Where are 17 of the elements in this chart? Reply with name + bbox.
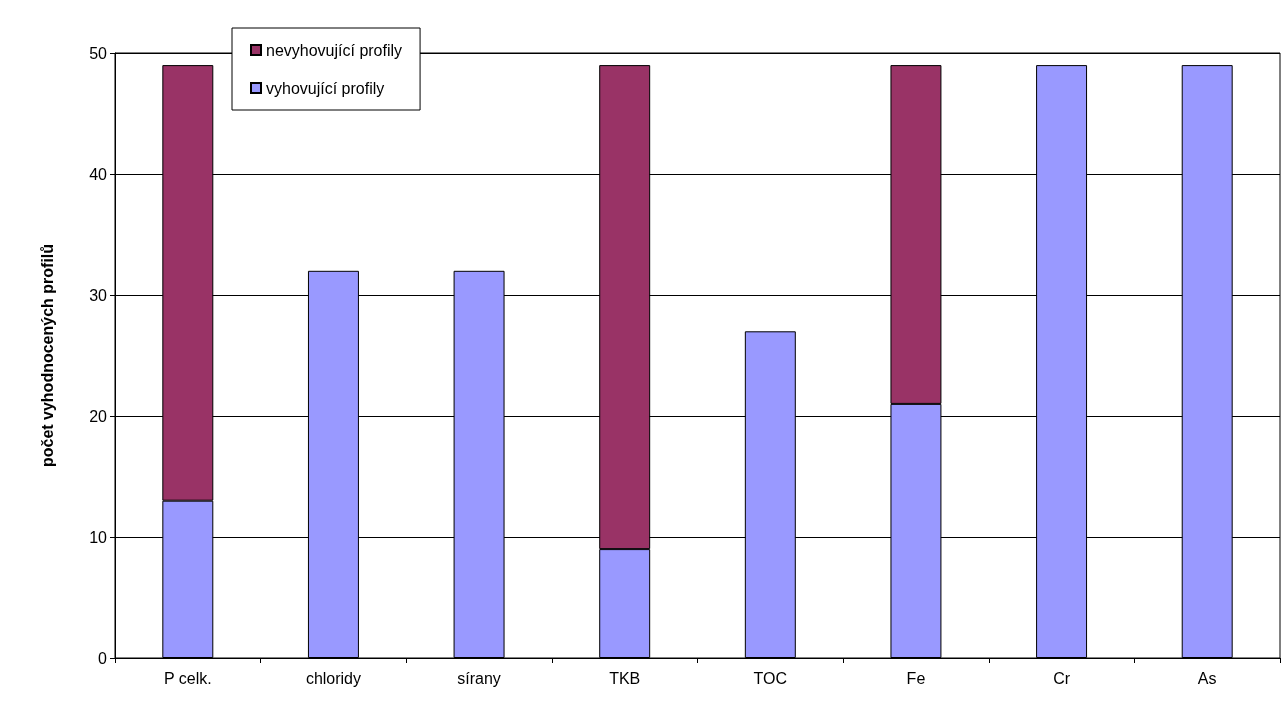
x-tick-label: Cr xyxy=(1053,669,1071,687)
y-tick-label: 0 xyxy=(98,649,108,667)
x-tick-label: sírany xyxy=(457,669,501,687)
x-tick-label: TKB xyxy=(609,669,641,687)
x-tick-label: As xyxy=(1197,669,1217,687)
x-tick-label: P celk. xyxy=(163,669,212,687)
x-tick-label: TOC xyxy=(753,669,788,687)
y-tick-label: 20 xyxy=(89,407,108,425)
x-tick-label: Fe xyxy=(906,669,926,687)
y-tick-label: 40 xyxy=(89,165,108,183)
y-tick-label: 10 xyxy=(89,528,108,546)
y-axis-title: počet vyhodnocených profilů xyxy=(38,243,56,468)
y-tick-label: 50 xyxy=(89,44,108,62)
legend-label: nevyhovující profily xyxy=(266,41,403,59)
legend-label: vyhovující profily xyxy=(266,79,385,97)
x-tick-label: chloridy xyxy=(305,669,362,687)
y-tick-label: 30 xyxy=(89,286,108,304)
